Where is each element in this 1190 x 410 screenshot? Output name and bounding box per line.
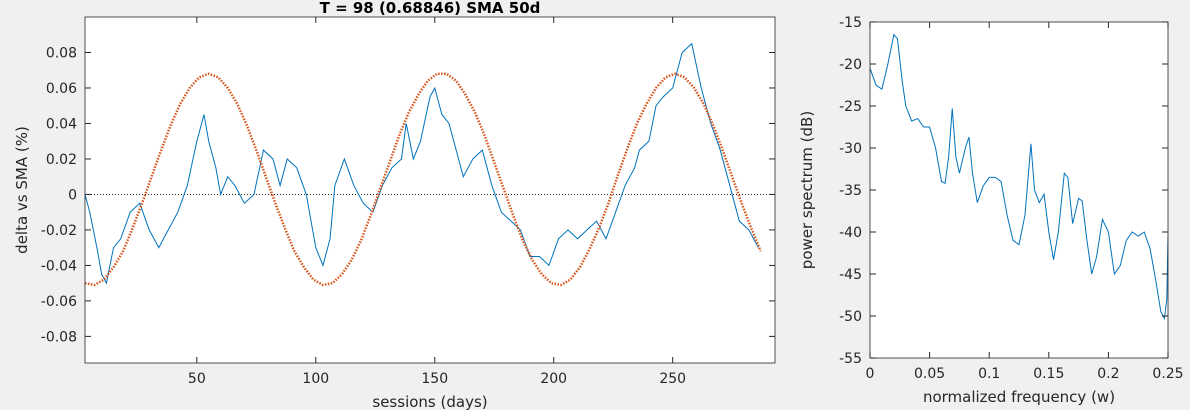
axes-box	[84, 16, 776, 364]
y-tick-label: -40	[839, 225, 862, 241]
y-tick-label: -0.02	[41, 223, 77, 239]
x-tick-label: 0.2	[1097, 366, 1119, 382]
y-tick-label: 0.02	[46, 152, 77, 168]
y-tick-label: -0.06	[41, 294, 77, 310]
y-tick-label: 0.04	[46, 116, 77, 132]
y-tick-label: -35	[839, 183, 862, 199]
x-tick-label: 0.1	[978, 366, 1000, 382]
x-tick-label: 150	[421, 371, 448, 387]
y-tick-label: -30	[839, 141, 862, 157]
chart-title: T = 98 (0.68846) SMA 50d	[320, 0, 541, 17]
y-tick-label: -20	[839, 57, 862, 73]
y-axis-label: power spectrum (dB)	[798, 111, 816, 269]
x-tick-label: 0.15	[1033, 366, 1064, 382]
x-axis-label: sessions (days)	[372, 393, 487, 410]
y-tick-label: 0.08	[46, 45, 77, 61]
axes	[85, 17, 775, 363]
x-tick-label: 0	[866, 366, 875, 382]
y-tick-label: -0.08	[41, 329, 77, 345]
data-line	[85, 42, 759, 285]
x-axis-label: normalized frequency (w)	[923, 388, 1115, 406]
y-tick-label: -25	[839, 99, 862, 115]
x-tick-label: 0.05	[914, 366, 945, 382]
x-tick-label: 50	[188, 371, 206, 387]
y-tick-label: 0	[68, 187, 77, 203]
y-axis-label: delta vs SMA (%)	[13, 126, 31, 254]
data-line	[85, 72, 762, 287]
axes	[870, 22, 1168, 358]
y-tick-label: -50	[839, 309, 862, 325]
y-tick-label: -0.04	[41, 258, 77, 274]
y-tick-label: -15	[839, 15, 862, 31]
x-tick-label: 100	[302, 371, 329, 387]
y-tick-label: -55	[839, 351, 862, 367]
x-tick-label: 0.25	[1152, 366, 1183, 382]
data-line	[870, 33, 1168, 321]
x-tick-label: 250	[659, 371, 686, 387]
y-tick-label: -45	[839, 267, 862, 283]
x-tick-label: 200	[540, 371, 567, 387]
y-tick-label: 0.06	[46, 81, 77, 97]
